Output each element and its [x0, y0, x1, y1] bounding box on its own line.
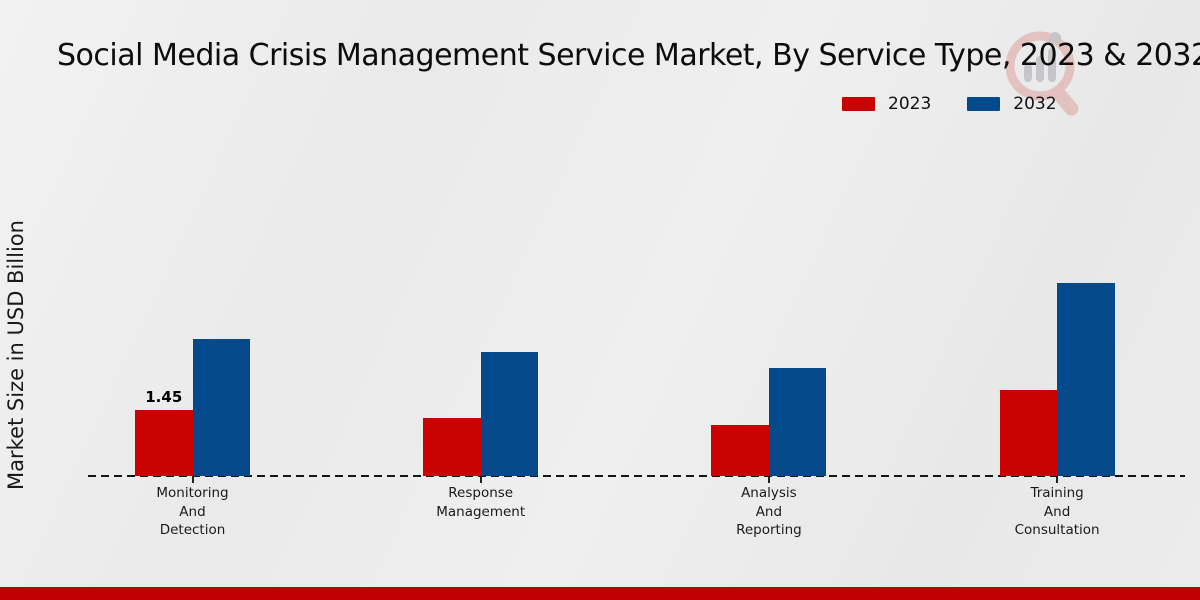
x-axis-tick	[479, 477, 482, 483]
category-label: Training And Consultation	[1014, 485, 1100, 538]
x-axis-tick	[191, 477, 194, 483]
legend-item-2023: 2023	[842, 94, 931, 114]
category-label: Response Management	[436, 485, 526, 520]
bar-2032-group-3	[1057, 283, 1115, 476]
bar-2023-group-1	[423, 418, 481, 476]
legend-label-2023: 2023	[888, 94, 932, 114]
category-label: Monitoring And Detection	[156, 485, 229, 538]
legend-swatch-2023	[842, 97, 875, 111]
legend: 2023 2032	[842, 94, 1057, 114]
legend-swatch-2032	[967, 97, 1001, 111]
bar-value-label: 1.45	[145, 388, 183, 406]
bar-2032-group-2	[768, 368, 827, 476]
bar-2032-group-1	[480, 352, 539, 476]
bar-2023-group-0	[135, 410, 193, 476]
x-axis-baseline-dashed	[88, 475, 1185, 477]
bar-2023-group-2	[711, 425, 769, 476]
footer-accent-band	[0, 587, 1200, 600]
legend-label-2032: 2032	[1013, 94, 1057, 114]
chart-title: Social Media Crisis Management Service M…	[57, 38, 1200, 73]
watermark-logo-icon	[1005, 31, 1079, 116]
bar-2032-group-0	[192, 339, 250, 476]
legend-item-2032: 2032	[967, 94, 1057, 114]
bar-2023-group-3	[999, 390, 1058, 476]
x-axis-tick	[767, 477, 770, 483]
category-label: Analysis And Reporting	[736, 485, 802, 538]
x-axis-tick	[1056, 477, 1059, 483]
